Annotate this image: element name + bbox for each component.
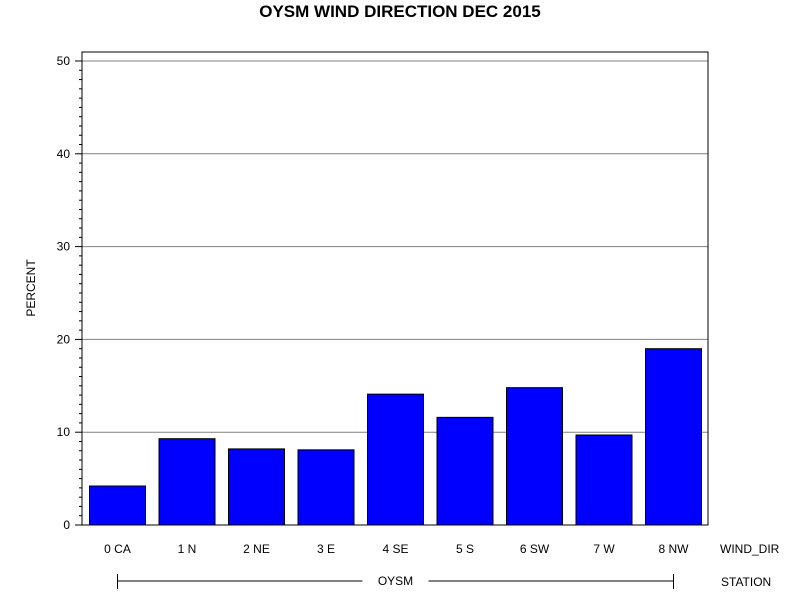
x-axis-label: WIND_DIR xyxy=(720,542,780,556)
x-tick-label: 6 SW xyxy=(520,542,550,556)
x-tick-label: 3 E xyxy=(317,542,335,556)
chart-title: OYSM WIND DIRECTION DEC 2015 xyxy=(259,2,541,21)
x-tick-label: 5 S xyxy=(456,542,474,556)
x-tick-label: 8 NW xyxy=(659,542,690,556)
x-tick-label: 1 N xyxy=(178,542,197,556)
y-tick-label: 10 xyxy=(57,425,71,439)
bar xyxy=(367,393,424,526)
bar xyxy=(506,387,563,526)
y-tick-label: 0 xyxy=(63,518,70,532)
y-tick-label: 30 xyxy=(57,240,71,254)
bar xyxy=(297,449,355,526)
station-axis-label: STATION xyxy=(721,575,771,589)
x-tick-label: 4 SE xyxy=(382,542,408,556)
y-tick-label: 20 xyxy=(57,332,71,346)
y-axis: 0 10 20 30 40 50 xyxy=(57,54,82,532)
x-tick-label: 7 W xyxy=(593,542,615,556)
station-group-bracket: OYSM xyxy=(117,574,674,589)
y-tick-label: 40 xyxy=(57,147,71,161)
bar xyxy=(228,448,285,526)
grid-lines xyxy=(82,60,708,433)
bar xyxy=(158,438,216,526)
bar xyxy=(436,416,494,526)
x-tick-label: 0 CA xyxy=(104,542,131,556)
y-axis-label: PERCENT xyxy=(24,259,38,317)
bar xyxy=(575,434,633,526)
bar xyxy=(645,348,702,526)
station-group-label: OYSM xyxy=(378,574,413,588)
y-tick-label: 50 xyxy=(57,54,71,68)
bars xyxy=(89,348,702,526)
x-tick-labels: 0 CA 1 N 2 NE 3 E 4 SE 5 S 6 SW 7 W 8 NW xyxy=(104,542,689,556)
x-tick-label: 2 NE xyxy=(243,542,270,556)
bar xyxy=(89,485,146,526)
